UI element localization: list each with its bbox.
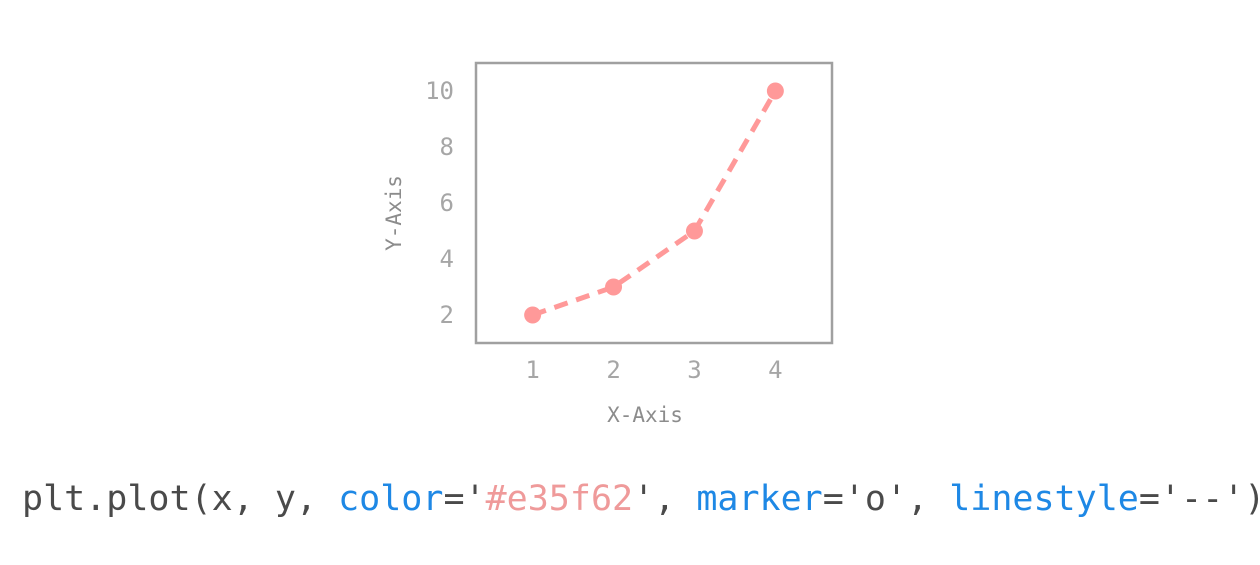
plot-frame xyxy=(474,61,834,345)
data-point-marker xyxy=(766,82,784,100)
code-token-plain: ='--') xyxy=(1138,479,1260,519)
data-point-marker xyxy=(685,222,703,240)
x-tick-labels: 1 2 3 4 xyxy=(525,356,782,384)
code-token-kw: linestyle xyxy=(949,479,1139,519)
y-tick-label: 8 xyxy=(440,133,454,161)
code-token-plain: =' xyxy=(443,479,486,519)
y-tick-labels: 2 4 6 8 10 xyxy=(425,77,454,329)
x-tick-label: 2 xyxy=(606,356,620,384)
code-token-plain: ', xyxy=(633,479,697,519)
code-token-kw: color xyxy=(338,479,444,519)
code-token-plain: ='o', xyxy=(822,479,950,519)
y-tick-label: 2 xyxy=(440,301,454,329)
x-tick-label: 1 xyxy=(525,356,539,384)
x-tick-label: 4 xyxy=(768,356,782,384)
line-chart: 1 2 3 4 2 4 6 8 10 X-Axis Y-Axis xyxy=(382,61,834,427)
code-snippet: plt.plot(x, y, color='#e35f62', marker='… xyxy=(22,474,1260,524)
data-point-marker xyxy=(524,306,542,324)
data-point-marker xyxy=(605,278,623,296)
series-line xyxy=(531,89,778,318)
code-token-str: #e35f62 xyxy=(485,479,634,519)
code-token-plain: plt.plot(x, y, xyxy=(22,479,339,519)
series-layer xyxy=(524,82,784,324)
code-token-kw: marker xyxy=(696,479,823,519)
x-tick-label: 3 xyxy=(687,356,701,384)
y-tick-label: 4 xyxy=(440,245,454,273)
y-tick-label: 10 xyxy=(425,77,454,105)
y-tick-label: 6 xyxy=(440,189,454,217)
x-axis-label: X-Axis xyxy=(607,403,683,427)
y-axis-label: Y-Axis xyxy=(382,175,406,251)
